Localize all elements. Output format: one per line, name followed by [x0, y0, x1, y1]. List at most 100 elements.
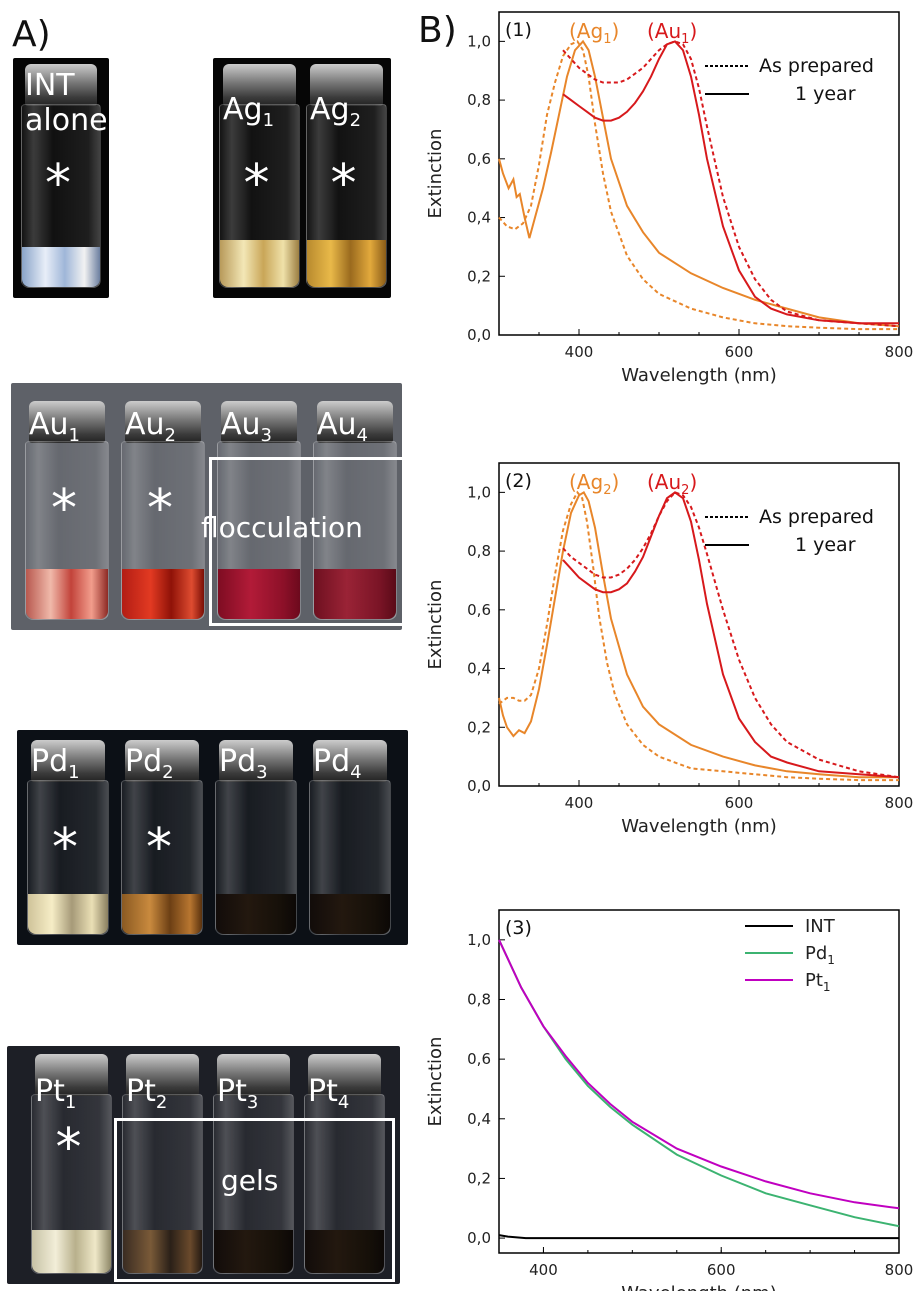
vial-cap	[313, 740, 387, 782]
vial-glass	[27, 780, 109, 935]
y-axis-title: Extinction	[425, 1037, 446, 1127]
vial-glass	[121, 441, 205, 620]
panel-b-label: B)	[418, 10, 457, 51]
vial-liquid	[32, 1230, 111, 1273]
vial-liquid	[305, 1230, 384, 1273]
vial	[29, 1054, 114, 1274]
vial-glass	[213, 1094, 294, 1274]
x-tick-label: 400	[565, 794, 594, 812]
legend-label: As prepared	[759, 55, 874, 77]
legend-label: As prepared	[759, 506, 874, 528]
vial-cap	[125, 740, 199, 782]
spectrum-line	[498, 490, 899, 782]
vial	[25, 740, 111, 935]
y-axis-title: Extinction	[425, 580, 446, 670]
chart-tag: (2)	[505, 470, 532, 492]
vial-cap	[221, 401, 297, 443]
vial-liquid	[123, 1230, 202, 1273]
y-tick-label: 0,4	[467, 209, 491, 227]
vial	[119, 401, 207, 620]
vial-cap	[31, 740, 105, 782]
legend-label: Pd1	[805, 943, 835, 967]
vial	[213, 740, 299, 935]
vial-label: Au2	[125, 407, 176, 446]
vial	[211, 1054, 296, 1274]
vial-label: Pd1	[31, 744, 80, 783]
vial-cap	[25, 64, 97, 106]
x-tick-label: 600	[707, 1261, 736, 1279]
asterisk-mark: *	[146, 818, 172, 878]
vial-glass	[21, 104, 101, 288]
x-tick-label: 800	[885, 794, 914, 812]
highlight-box	[209, 457, 402, 626]
vial-liquid	[122, 894, 202, 934]
asterisk-mark: *	[52, 818, 78, 878]
vial-liquid	[218, 569, 300, 619]
vial-label: Pt4	[308, 1074, 350, 1113]
spectrum-chart-2: 400 600 800 0,0 0,2 0,4 0,6 0,8 1,0 Wavelength (n…	[425, 462, 914, 837]
vial-label: Pd4	[313, 744, 362, 783]
spectrum-line	[498, 491, 899, 779]
vial-glass	[217, 441, 301, 620]
vial-liquid	[214, 1230, 293, 1273]
vial	[23, 401, 111, 620]
vial	[19, 64, 103, 288]
asterisk-mark: *	[330, 154, 357, 214]
vial-liquid	[22, 247, 100, 287]
vial-label: Ag2	[310, 92, 362, 131]
x-tick-label: 400	[565, 343, 594, 361]
y-tick-label: 0,8	[467, 990, 491, 1008]
vial-glass	[313, 441, 397, 620]
x-tick-label: 800	[885, 1261, 914, 1279]
spectrum-chart-1: 400 600 800 0,0 0,2 0,4 0,6 0,8 1,0 Wavelength (n…	[425, 11, 914, 386]
vial-cap	[219, 740, 293, 782]
vial-cap	[35, 1054, 108, 1096]
x-axis-title: Wavelength (nm)	[621, 1283, 777, 1291]
vial-cap	[126, 1054, 199, 1096]
vial-label: Au1	[29, 407, 80, 446]
vial-glass	[122, 1094, 203, 1274]
vial-photo-1: INT alone *	[13, 58, 109, 298]
vial-liquid	[28, 894, 108, 934]
vial-label: Ag1	[223, 92, 275, 131]
spectrum-line	[498, 939, 900, 1228]
y-tick-label: 0,4	[467, 1110, 491, 1128]
y-tick-label: 1,0	[467, 32, 491, 50]
peak-label: (Ag2)	[569, 470, 619, 498]
x-tick-label: 400	[529, 1261, 558, 1279]
spectrum-line	[562, 40, 899, 325]
vial-glass	[304, 1094, 385, 1274]
legend-label: 1 year	[795, 83, 856, 105]
vial-photo-2: Ag1 * Ag2 *	[213, 58, 391, 298]
vial-glass	[215, 780, 297, 935]
vial	[215, 401, 303, 620]
spectrum-line	[562, 491, 900, 779]
vial-glass	[121, 780, 203, 935]
vial-liquid	[310, 894, 390, 934]
x-tick-label: 800	[885, 343, 914, 361]
vial-label: Au3	[221, 407, 272, 446]
y-tick-label: 1,0	[467, 483, 491, 501]
y-tick-label: 0,4	[467, 660, 491, 678]
vial-photo-4: Pd1 * Pd2 * Pd3 Pd4	[17, 730, 408, 945]
peak-label: (Au2)	[647, 470, 697, 498]
vial-note: flocculation	[201, 511, 363, 544]
y-tick-label: 0,0	[467, 326, 491, 344]
y-tick-label: 1,0	[467, 931, 491, 949]
legend-label: Pt1	[805, 970, 831, 994]
x-tick-label: 600	[725, 794, 754, 812]
vial-liquid	[26, 569, 108, 619]
peak-label: (Au1)	[647, 19, 697, 47]
asterisk-mark: *	[45, 154, 71, 214]
vial-label: Pt3	[217, 1074, 259, 1113]
vial-cap	[125, 401, 201, 443]
y-tick-label: 0,6	[467, 150, 491, 168]
vial	[302, 1054, 387, 1274]
panel-a-label: A)	[12, 14, 51, 55]
x-tick-label: 600	[725, 343, 754, 361]
chart-tag: (1)	[505, 19, 532, 41]
vial-cap	[317, 401, 393, 443]
vial-liquid	[314, 569, 396, 619]
vial-glass	[31, 1094, 112, 1274]
